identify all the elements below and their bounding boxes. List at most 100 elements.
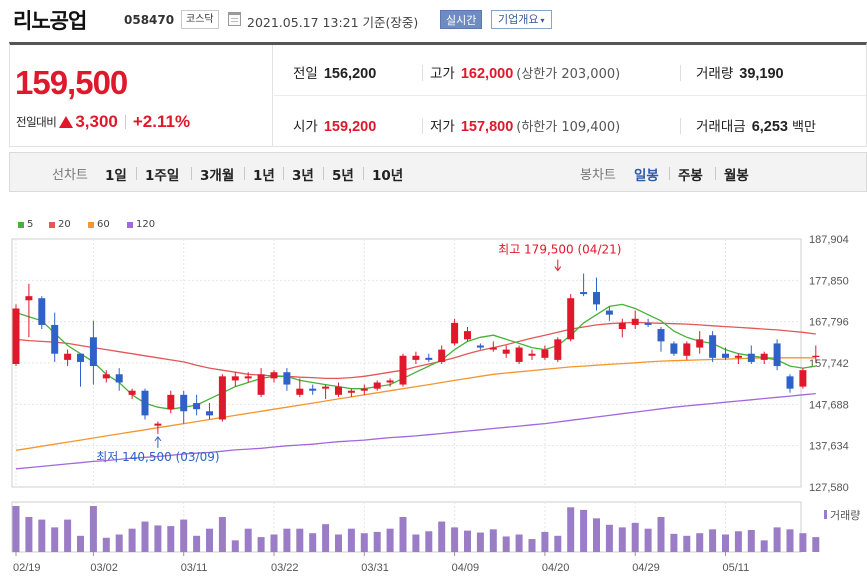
- ma60-line: [15, 357, 816, 451]
- volume-bar: [760, 540, 768, 552]
- divider: [274, 95, 866, 96]
- candle-body: [580, 292, 588, 295]
- volume-bar: [412, 534, 420, 552]
- x-tick-label: 03/22: [271, 562, 299, 574]
- candle-body: [102, 374, 110, 379]
- volume-bar: [102, 537, 110, 552]
- volume-bar: [141, 521, 149, 552]
- prev-close-label: 전일: [293, 66, 318, 82]
- candle-body: [412, 355, 420, 360]
- volume-bar: [231, 540, 239, 552]
- volume-bar: [567, 507, 575, 552]
- calendar-icon: [228, 12, 241, 26]
- volume-bar: [528, 539, 536, 552]
- change-row: 전일대비 3,300 +2.11%: [16, 112, 190, 132]
- tab-line-1d[interactable]: 1일: [105, 168, 127, 184]
- tab-line-3y[interactable]: 3년: [292, 168, 314, 184]
- volume-bar: [464, 530, 471, 552]
- volume-bar: [489, 529, 497, 552]
- candle-body: [605, 310, 613, 315]
- candle-body: [283, 372, 291, 385]
- candle-body: [799, 370, 807, 387]
- low-label: 저가: [430, 119, 455, 135]
- high-label: 고가: [430, 66, 455, 82]
- tab-candle-daily[interactable]: 일봉: [634, 168, 659, 184]
- tab-line-1w[interactable]: 1주일: [145, 168, 180, 184]
- volume-bar: [218, 517, 226, 552]
- high-stat: 고가 162,000 (상한가 203,000): [430, 63, 620, 83]
- candle-body: [373, 382, 381, 389]
- volume-bar: [244, 528, 252, 552]
- tab-line-5y[interactable]: 5년: [332, 168, 354, 184]
- candle-body: [12, 308, 20, 364]
- volume-bar: [644, 528, 652, 552]
- candle-body: [631, 318, 639, 325]
- low-stat: 저가 157,800 (하한가 109,400): [430, 116, 620, 136]
- trade-value-unit: 백만: [791, 120, 816, 135]
- volume-bar: [476, 532, 484, 552]
- candle-body: [683, 343, 691, 356]
- volume-bar: [89, 506, 97, 552]
- candle-body: [812, 355, 820, 358]
- volume-bar: [193, 535, 201, 552]
- tab-line-3m[interactable]: 3개월: [200, 168, 235, 184]
- y-tick-label: 157,742: [809, 358, 849, 370]
- divider: [124, 115, 126, 129]
- divider: [283, 167, 284, 180]
- legend-label: 20: [58, 219, 71, 230]
- low-value: 157,800: [460, 119, 514, 135]
- legend-ma5: 5: [18, 219, 33, 230]
- candle-body: [257, 374, 265, 395]
- candle-body: [438, 349, 446, 362]
- volume-bar: [709, 529, 717, 552]
- y-tick-label: 187,904: [809, 234, 849, 246]
- volume-bar: [451, 527, 459, 552]
- divider: [422, 118, 423, 134]
- tab-candle-weekly[interactable]: 주봉: [678, 168, 703, 184]
- chevron-down-icon: ▾: [540, 16, 545, 25]
- volume-bar: [12, 506, 20, 552]
- candle-body: [696, 339, 704, 348]
- candle-body: [593, 292, 600, 305]
- candle-body: [154, 423, 162, 426]
- candle-body: [554, 339, 562, 360]
- up-triangle-icon: [59, 116, 74, 128]
- company-info-button[interactable]: 기업개요 ▾: [491, 10, 552, 29]
- tab-line-10y[interactable]: 10년: [372, 168, 404, 184]
- legend-swatch: [49, 221, 55, 228]
- line-chart-label: 선차트: [52, 168, 88, 183]
- candle-body: [244, 376, 252, 379]
- min-annotation: 최저 140,500 (03/09): [96, 450, 219, 464]
- candle-body: [476, 345, 484, 348]
- candle-body: [515, 347, 523, 362]
- tab-candle-monthly[interactable]: 월봉: [724, 168, 749, 184]
- volume-stat: 거래량 39,190: [696, 63, 784, 83]
- candle-body: [347, 390, 355, 393]
- volume-bar: [541, 531, 549, 552]
- volume-bar: [167, 526, 175, 552]
- ma20-line: [15, 321, 816, 380]
- legend-ma20: 20: [49, 219, 71, 230]
- volume-bar: [554, 535, 562, 552]
- candle-body: [206, 411, 213, 416]
- x-tick-label: 04/29: [632, 562, 660, 574]
- y-tick-label: 127,580: [809, 482, 849, 494]
- realtime-button[interactable]: 실시간: [440, 10, 483, 29]
- candle-body: [296, 388, 304, 395]
- x-tick-label: 03/11: [181, 562, 208, 574]
- candle-body: [89, 337, 97, 367]
- prev-close-stat: 전일 156,200: [293, 63, 376, 83]
- x-tick-label: 03/02: [90, 562, 118, 574]
- volume-bar: [399, 517, 407, 552]
- company-name: 리노공업: [13, 9, 87, 33]
- volume-bar: [296, 528, 304, 552]
- volume-bar: [115, 534, 123, 552]
- volume-bar: [502, 536, 510, 552]
- open-label: 시가: [293, 119, 318, 135]
- volume-bar: [786, 529, 794, 552]
- candle-body: [502, 349, 510, 354]
- volume-bar: [64, 519, 72, 552]
- lower-limit: (하한가 109,400): [516, 120, 621, 135]
- tab-line-1y[interactable]: 1년: [253, 168, 275, 184]
- volume-bar: [154, 525, 162, 552]
